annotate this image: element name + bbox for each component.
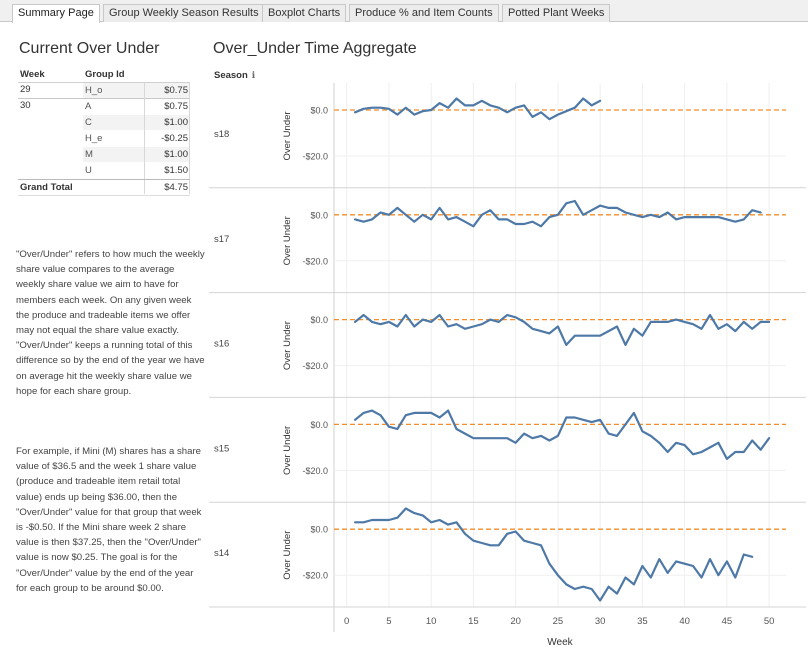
week-cell: 29 xyxy=(20,84,31,95)
x-tick-label: 5 xyxy=(386,616,391,627)
series-line-s16 xyxy=(354,313,771,346)
value-cell: $0.75 xyxy=(145,83,189,98)
x-tick-label: 10 xyxy=(426,616,437,627)
value-cell: $1.00 xyxy=(145,115,189,130)
week-column-header: Week xyxy=(20,69,45,80)
y-axis-title: Over Under xyxy=(282,111,293,160)
y-tick-label: -$20.0 xyxy=(302,466,328,476)
y-axis-title: Over Under xyxy=(282,321,293,370)
group-cell: A xyxy=(85,101,92,112)
tab-bar: Summary Page Group Weekly Season Results… xyxy=(0,0,808,23)
y-tick-label: $0.0 xyxy=(310,525,328,535)
season-label: s16 xyxy=(214,339,229,350)
chart-title: Over_Under Time Aggregate xyxy=(213,40,417,57)
group-cell: C xyxy=(83,115,147,130)
x-tick-label: 45 xyxy=(722,616,733,627)
group-cell: M xyxy=(83,147,147,162)
x-tick-label: 50 xyxy=(764,616,775,627)
value-cell: $1.50 xyxy=(164,165,188,176)
y-tick-label: $0.0 xyxy=(310,106,328,116)
group-id-column-header: Group Id xyxy=(85,69,125,80)
y-axis-title: Over Under xyxy=(282,426,293,475)
season-header[interactable]: Season ℹ xyxy=(214,70,256,81)
table-row[interactable]: U $1.50 xyxy=(18,163,190,178)
season-label: s14 xyxy=(214,548,229,559)
tab-produce-item-counts[interactable]: Produce % and Item Counts xyxy=(349,4,499,22)
group-cell: U xyxy=(85,165,92,176)
x-tick-label: 40 xyxy=(679,616,690,627)
y-tick-label: -$20.0 xyxy=(302,361,328,371)
table-row[interactable]: 29 H_o $0.75 xyxy=(18,83,190,98)
y-tick-label: $0.0 xyxy=(310,420,328,430)
y-tick-label: $0.0 xyxy=(310,315,328,325)
y-tick-label: -$20.0 xyxy=(302,152,328,162)
grand-total-row[interactable]: Grand Total $4.75 xyxy=(18,179,190,196)
table-row[interactable]: 30 A $0.75 xyxy=(18,99,190,114)
value-cell: -$0.25 xyxy=(161,133,188,144)
tab-potted-plant-weeks[interactable]: Potted Plant Weeks xyxy=(502,4,611,22)
table-row[interactable]: H_e -$0.25 xyxy=(18,131,190,146)
value-cell: $0.75 xyxy=(164,101,188,112)
tab-boxplot-charts[interactable]: Boxplot Charts xyxy=(262,4,347,22)
season-label: s15 xyxy=(214,443,229,454)
grand-total-label: Grand Total xyxy=(20,182,73,193)
series-line-s18 xyxy=(354,97,602,121)
x-tick-label: 35 xyxy=(637,616,648,627)
series-line-s14 xyxy=(354,507,754,602)
y-axis-title: Over Under xyxy=(282,531,293,580)
y-axis-title: Over Under xyxy=(282,216,293,265)
group-cell: H_e xyxy=(85,133,103,144)
season-label: s17 xyxy=(214,234,229,245)
group-cell: H_o xyxy=(83,83,147,98)
info-icon[interactable]: ℹ xyxy=(251,70,256,80)
x-tick-label: 0 xyxy=(344,616,349,627)
x-tick-label: 20 xyxy=(510,616,521,627)
x-tick-label: 25 xyxy=(553,616,564,627)
over-under-example: For example, if Mini (M) shares has a sh… xyxy=(16,446,202,594)
x-axis-title: Week xyxy=(547,637,573,648)
table-row[interactable]: M $1.00 xyxy=(18,147,190,162)
y-tick-label: -$20.0 xyxy=(302,256,328,266)
grand-total-value: $4.75 xyxy=(164,182,188,193)
week-cell: 30 xyxy=(20,100,31,111)
season-label: s18 xyxy=(214,129,229,140)
x-tick-label: 15 xyxy=(468,616,479,627)
current-over-under-title: Current Over Under xyxy=(19,40,160,57)
value-cell: $1.00 xyxy=(145,147,189,162)
tab-group-weekly-season-results[interactable]: Group Weekly Season Results xyxy=(103,4,265,22)
series-line-s17 xyxy=(354,199,762,228)
over-under-description: "Over/Under" refers to how much the week… xyxy=(16,249,205,397)
table-row[interactable]: C $1.00 xyxy=(18,115,190,130)
y-tick-label: -$20.0 xyxy=(302,571,328,581)
y-tick-label: $0.0 xyxy=(310,210,328,220)
x-tick-label: 30 xyxy=(595,616,606,627)
tab-summary-page[interactable]: Summary Page xyxy=(12,4,100,23)
series-line-s15 xyxy=(354,409,771,460)
